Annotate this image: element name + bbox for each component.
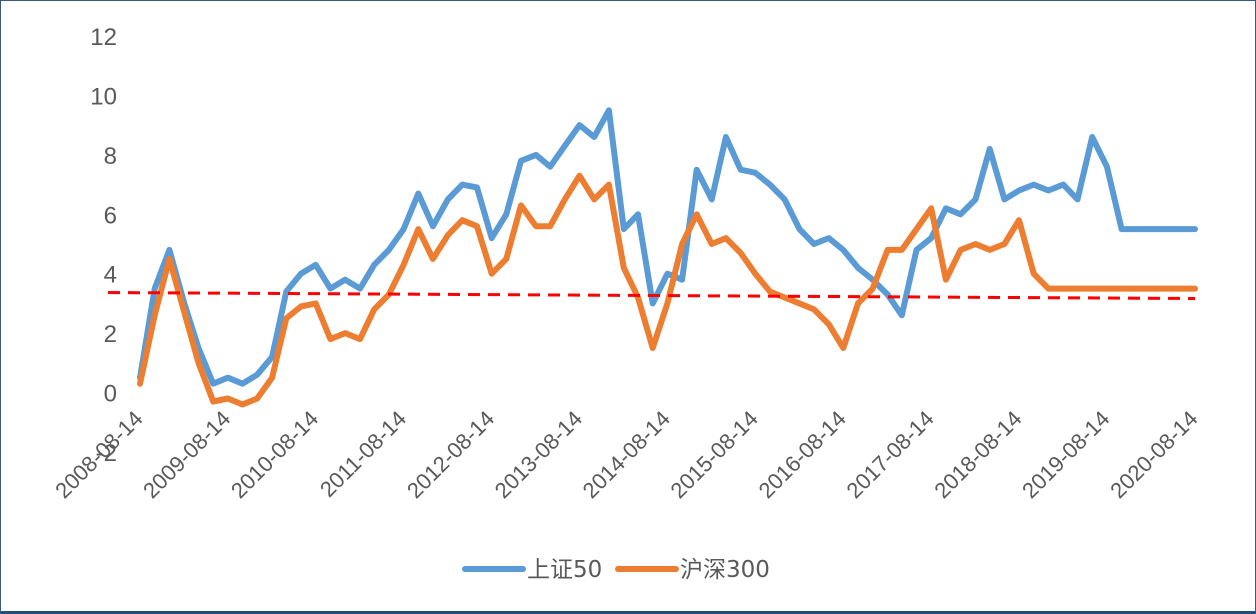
legend-label: 上证50 <box>527 557 602 583</box>
x-tick-label: 2011-08-14 <box>315 406 411 502</box>
x-tick-label: 2010-08-14 <box>226 406 323 503</box>
series-lines <box>137 107 1198 408</box>
y-tick-label: 12 <box>90 24 117 51</box>
y-tick-label: -2 <box>96 440 117 467</box>
x-tick-label: 2009-08-14 <box>138 406 235 503</box>
y-tick-label: 4 <box>104 262 117 289</box>
x-tick-label: 2008-08-14 <box>50 406 147 503</box>
y-tick-label: 2 <box>104 321 117 348</box>
y-axis-ticks: 12 10 8 6 4 2 0 -2 <box>90 24 117 467</box>
y-tick-label: 6 <box>104 202 117 229</box>
x-tick-label: 2020-08-14 <box>1105 406 1202 503</box>
legend: 上证50 沪深300 <box>462 557 770 583</box>
reference-line <box>107 291 1196 301</box>
reference-line-group <box>107 291 1196 301</box>
series-line-1 <box>137 107 1198 387</box>
x-tick-label: 2016-08-14 <box>754 406 851 503</box>
x-tick-label: 2012-08-14 <box>402 406 499 503</box>
y-tick-label: 10 <box>90 83 117 110</box>
legend-label: 沪深300 <box>680 557 770 583</box>
x-axis-ticks: 2008-08-142009-08-142010-08-142011-08-14… <box>50 406 1202 503</box>
x-tick-label: 2015-08-14 <box>666 406 763 503</box>
x-tick-label: 2017-08-14 <box>841 406 938 503</box>
x-tick-label: 2013-08-14 <box>490 406 587 503</box>
x-tick-label: 2014-08-14 <box>578 406 675 503</box>
y-tick-label: 0 <box>104 381 117 408</box>
x-tick-label: 2018-08-14 <box>929 406 1026 503</box>
y-tick-label: 8 <box>104 143 117 170</box>
series-line-2 <box>137 172 1198 408</box>
x-tick-label: 2019-08-14 <box>1017 406 1114 503</box>
